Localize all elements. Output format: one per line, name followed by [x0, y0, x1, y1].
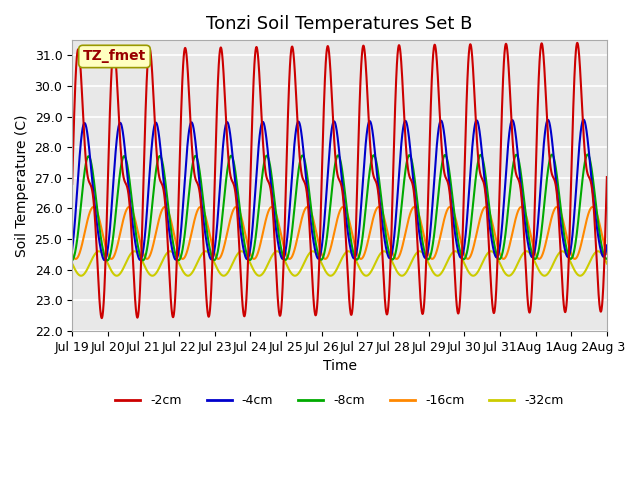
X-axis label: Time: Time: [323, 359, 356, 373]
Title: Tonzi Soil Temperatures Set B: Tonzi Soil Temperatures Set B: [206, 15, 473, 33]
Legend: -2cm, -4cm, -8cm, -16cm, -32cm: -2cm, -4cm, -8cm, -16cm, -32cm: [110, 389, 569, 412]
Y-axis label: Soil Temperature (C): Soil Temperature (C): [15, 114, 29, 257]
Text: TZ_fmet: TZ_fmet: [83, 49, 146, 63]
